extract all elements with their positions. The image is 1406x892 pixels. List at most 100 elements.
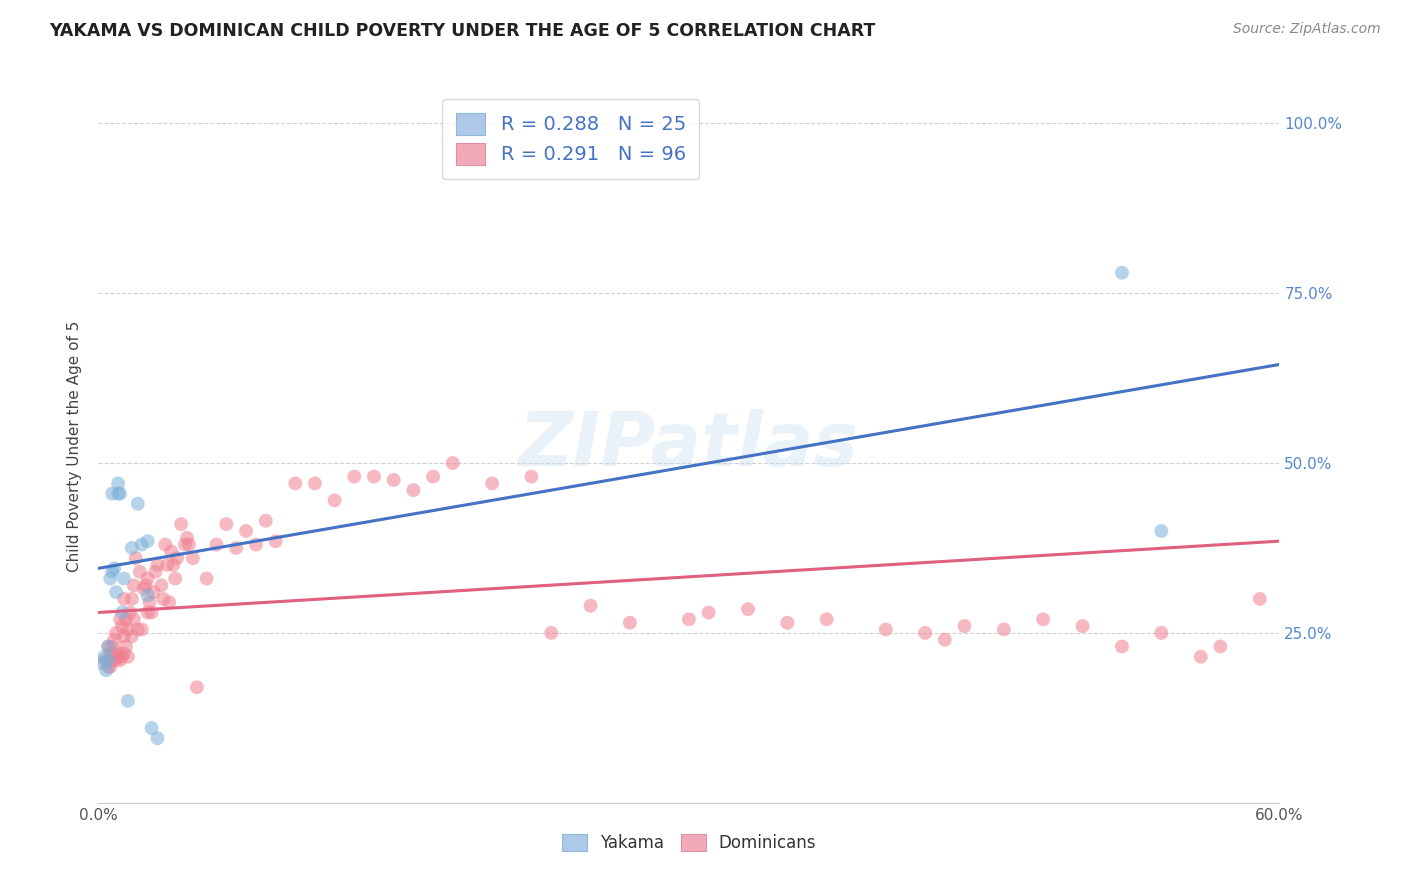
Point [914,626,936,640]
Point [93,653,115,667]
Point [323,493,346,508]
Point [776,615,799,630]
Point [343,469,366,483]
Point [363,469,385,483]
Point [1111,266,1133,280]
Point [121,629,143,643]
Point [145,565,167,579]
Point [186,680,208,694]
Point [934,632,956,647]
Point [953,619,976,633]
Point [619,615,641,630]
Point [101,653,124,667]
Point [1249,591,1271,606]
Point [540,626,562,640]
Point [225,541,247,555]
Point [121,591,143,606]
Point [103,561,125,575]
Point [117,694,139,708]
Point [136,589,159,603]
Point [131,537,153,551]
Point [97,640,120,654]
Point [108,612,131,626]
Point [117,623,139,637]
Point [177,537,200,551]
Point [520,469,543,483]
Point [205,537,228,551]
Point [101,486,124,500]
Point [141,606,163,620]
Point [112,572,135,586]
Point [111,649,134,664]
Point [146,731,169,746]
Point [98,660,121,674]
Point [215,517,238,532]
Point [107,646,129,660]
Point [103,646,125,660]
Point [101,640,124,654]
Point [108,486,131,500]
Point [170,517,193,532]
Point [181,551,204,566]
Point [111,619,134,633]
Point [382,473,405,487]
Point [136,606,159,620]
Point [235,524,257,538]
Point [141,721,163,735]
Point [122,578,145,592]
Point [118,606,141,620]
Point [993,623,1015,637]
Point [131,623,153,637]
Point [115,612,138,626]
Point [108,653,131,667]
Point [105,653,128,667]
Point [165,572,187,586]
Point [304,476,326,491]
Point [122,612,145,626]
Point [155,537,177,551]
Point [402,483,425,498]
Text: YAKAMA VS DOMINICAN CHILD POVERTY UNDER THE AGE OF 5 CORRELATION CHART: YAKAMA VS DOMINICAN CHILD POVERTY UNDER … [49,22,876,40]
Point [176,531,198,545]
Legend: Yakama, Dominicans: Yakama, Dominicans [555,827,823,859]
Point [1150,626,1173,640]
Point [195,572,218,586]
Point [112,629,135,643]
Point [156,558,179,572]
Point [136,534,159,549]
Point [98,572,121,586]
Point [105,626,128,640]
Point [875,623,897,637]
Point [678,612,700,626]
Point [1111,640,1133,654]
Point [111,606,134,620]
Point [98,646,121,660]
Point [125,551,148,566]
Point [441,456,464,470]
Point [107,476,129,491]
Point [1032,612,1054,626]
Point [284,476,307,491]
Point [157,595,180,609]
Point [264,534,287,549]
Point [166,551,188,566]
Point [117,649,139,664]
Point [150,578,173,592]
Point [1150,524,1173,538]
Point [107,486,129,500]
Point [422,469,444,483]
Point [138,595,160,609]
Point [127,497,149,511]
Point [105,585,128,599]
Point [579,599,602,613]
Point [162,558,184,572]
Point [136,572,159,586]
Point [254,514,277,528]
Point [160,544,183,558]
Point [481,476,503,491]
Point [91,657,114,671]
Point [142,585,165,599]
Point [1071,619,1094,633]
Y-axis label: Child Poverty Under the Age of 5: Child Poverty Under the Age of 5 [67,320,83,572]
Text: Source: ZipAtlas.com: Source: ZipAtlas.com [1233,22,1381,37]
